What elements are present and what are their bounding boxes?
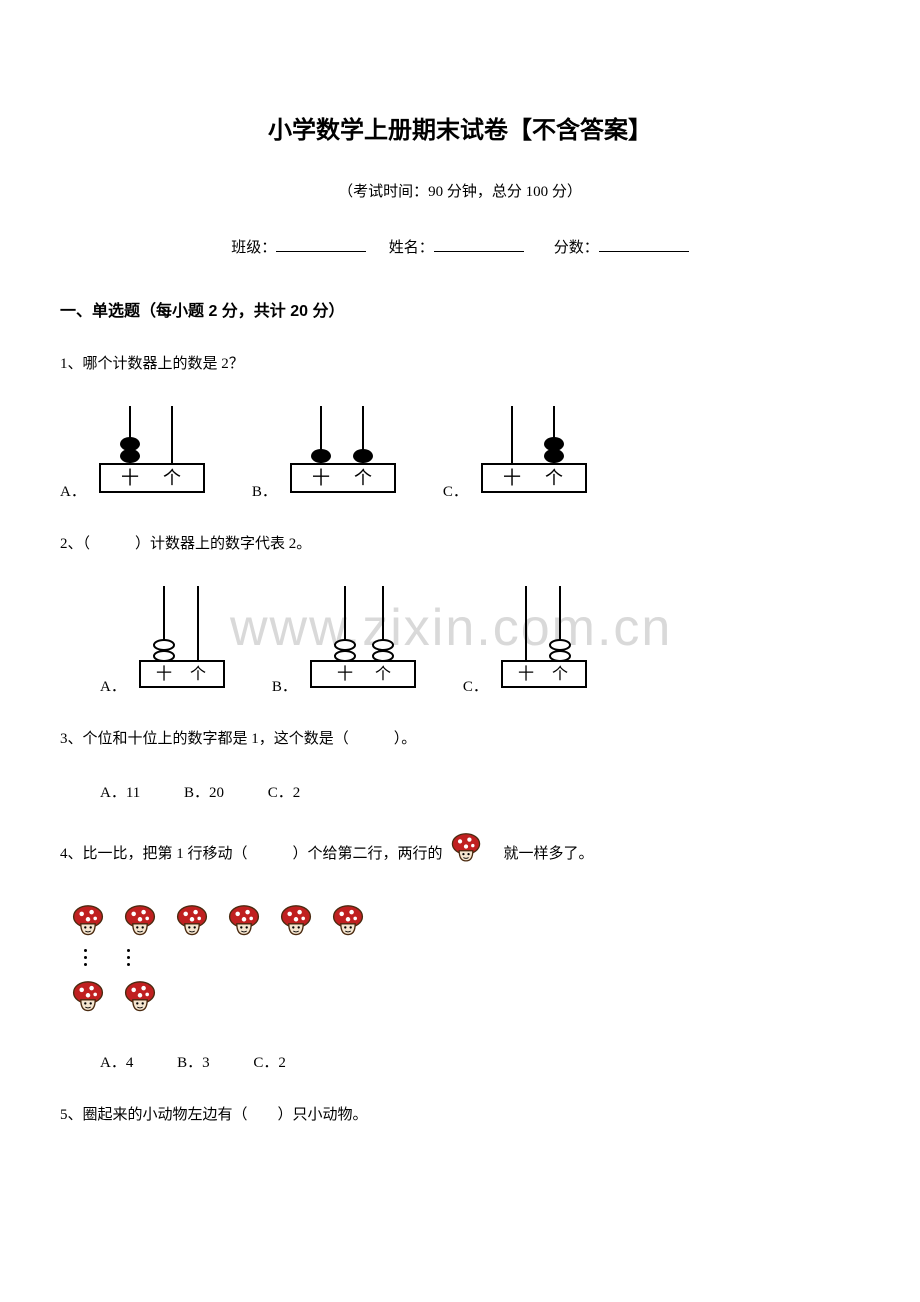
score-blank[interactable] — [599, 236, 689, 252]
mushroom-icon — [70, 980, 106, 1021]
abacus-icon: 十 个 — [303, 586, 423, 696]
dots-icon — [84, 949, 87, 966]
q4-mushroom-grid — [70, 904, 860, 1021]
mushroom-icon — [122, 904, 158, 945]
mushroom-icon — [278, 904, 314, 945]
svg-text:十: 十 — [337, 665, 353, 683]
q2-options: A． 十 个 B． — [60, 586, 860, 696]
svg-text:十: 十 — [121, 468, 139, 488]
q1-option-c[interactable]: C． 十 个 — [443, 406, 594, 501]
q3-option-c[interactable]: C．2 — [268, 785, 301, 801]
class-blank[interactable] — [276, 236, 366, 252]
q1-text: 1、哪个计数器上的数是 2？ — [60, 351, 860, 378]
abacus-icon: 十 个 — [132, 586, 232, 696]
abacus-icon: 十 个 — [283, 406, 403, 501]
q1-options: A． 十 个 B． — [60, 406, 860, 501]
mushroom-icon — [330, 904, 366, 945]
q2-option-b[interactable]: B． 十 个 — [272, 586, 423, 696]
q1-option-b[interactable]: B． 十 个 — [252, 406, 403, 501]
q3-text: 3、个位和十位上的数字都是 1，这个数是（ ）。 — [60, 726, 860, 753]
abacus-icon: 十 个 — [474, 406, 594, 501]
exam-title: 小学数学上册期末试卷【不含答案】 — [60, 110, 860, 145]
abacus-icon: 十 个 — [494, 586, 594, 696]
mushroom-icon — [449, 832, 483, 876]
q3-option-b[interactable]: B．20 — [184, 785, 224, 801]
q4-options: A．4 B．3 C．2 — [60, 1051, 860, 1072]
q2-option-a[interactable]: A． 十 个 — [100, 586, 232, 696]
q2-option-c[interactable]: C． 十 个 — [463, 586, 594, 696]
q4-option-c[interactable]: C．2 — [253, 1055, 286, 1071]
svg-text:个: 个 — [190, 665, 206, 683]
svg-text:十: 十 — [518, 665, 534, 683]
abacus-icon: 十 个 — [92, 406, 212, 501]
name-label: 姓名： — [389, 240, 434, 256]
q1-option-a[interactable]: A． 十 个 — [60, 406, 212, 501]
section1-header: 一、单选题（每小题 2 分，共计 20 分） — [60, 297, 860, 321]
q2-text: 2、（ ）计数器上的数字代表 2。 — [60, 531, 860, 558]
dots-icon — [127, 949, 130, 966]
score-label: 分数： — [554, 240, 599, 256]
svg-text:个: 个 — [552, 665, 568, 683]
mushroom-row-1 — [70, 904, 860, 945]
q4-option-a[interactable]: A．4 — [100, 1055, 133, 1071]
q3-options: A．11 B．20 C．2 — [60, 781, 860, 802]
svg-text:十: 十 — [503, 468, 521, 488]
exam-subtitle: （考试时间：90 分钟，总分 100 分） — [60, 180, 860, 201]
name-blank[interactable] — [434, 236, 524, 252]
mushroom-row-2 — [70, 980, 860, 1021]
mushroom-icon — [174, 904, 210, 945]
svg-text:个: 个 — [354, 468, 372, 488]
q4-text: 4、比一比，把第 1 行移动（ ）个给第二行，两行的 就一样多了。 — [60, 832, 860, 876]
student-info-line: 班级： 姓名： 分数： — [60, 236, 860, 257]
q3-option-a[interactable]: A．11 — [100, 785, 140, 801]
svg-text:个: 个 — [375, 665, 391, 683]
svg-text:个: 个 — [545, 468, 563, 488]
mushroom-icon — [70, 904, 106, 945]
class-label: 班级： — [231, 240, 276, 256]
svg-text:个: 个 — [163, 468, 181, 488]
mushroom-icon — [122, 980, 158, 1021]
svg-text:十: 十 — [156, 665, 172, 683]
q4-option-b[interactable]: B．3 — [177, 1055, 210, 1071]
mushroom-icon — [226, 904, 262, 945]
svg-text:十: 十 — [312, 468, 330, 488]
q5-text: 5、圈起来的小动物左边有（ ）只小动物。 — [60, 1102, 860, 1129]
